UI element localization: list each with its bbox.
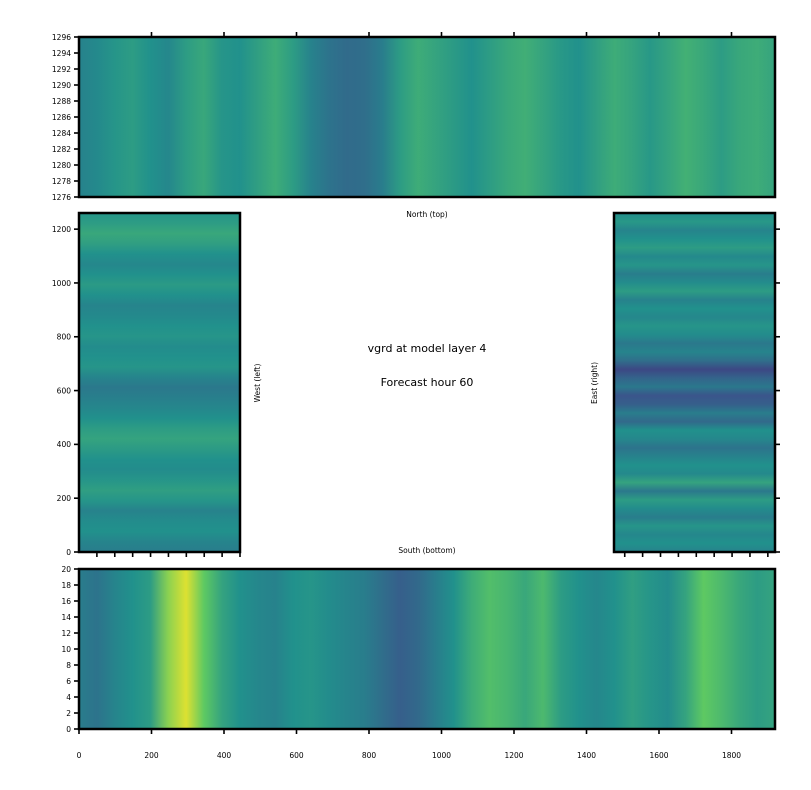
y-tick-label: 400 (57, 440, 72, 449)
north-heatmap (79, 37, 775, 197)
x-tick-label: 1400 (577, 751, 596, 760)
y-tick-label: 800 (57, 333, 72, 342)
y-tick-label: 0 (66, 548, 71, 557)
north-panel: 1276 1278 1280 1282 1284 1286 1288 1290 1292 1294… (52, 32, 777, 202)
y-tick-label: 0 (66, 725, 71, 734)
y-tick-label: 16 (61, 597, 71, 606)
y-tick-label: 1282 (52, 145, 71, 154)
y-tick-label: 14 (61, 613, 71, 622)
north-panel-label: North (top) (406, 210, 448, 219)
south-panel-label: South (bottom) (398, 546, 455, 555)
y-tick-label: 18 (61, 581, 71, 590)
x-tick-label: 600 (289, 751, 304, 760)
south-y-axis: 0 2 4 6 8 10 12 14 16 18 20 (61, 565, 79, 734)
y-tick-label: 12 (61, 629, 71, 638)
north-x-ticks (150, 32, 733, 37)
west-heatmap (79, 213, 240, 552)
y-tick-label: 1288 (52, 97, 71, 106)
south-panel: 0 2 4 6 8 10 12 14 16 18 20 0 200 400 600 800 1000 1200 1… (61, 565, 777, 760)
y-tick-label: 1000 (52, 279, 71, 288)
y-tick-label: 1278 (52, 177, 71, 186)
east-heatmap (614, 213, 775, 552)
y-tick-label: 1200 (52, 225, 71, 234)
forecast-title: Forecast hour 60 (381, 376, 474, 389)
east-panel-label: East (right) (590, 362, 599, 404)
y-tick-label: 1296 (52, 33, 71, 42)
west-y-axis: 0 200 400 600 800 1000 1200 (52, 225, 79, 557)
y-tick-label: 1276 (52, 193, 71, 202)
west-frame (77, 211, 242, 554)
east-frame (612, 211, 777, 554)
y-tick-label: 1294 (52, 49, 71, 58)
x-tick-label: 0 (77, 751, 82, 760)
west-x-ticks (96, 552, 241, 557)
y-tick-label: 6 (66, 677, 71, 686)
west-panel-label: West (left) (253, 364, 262, 403)
west-panel: 0 200 400 600 800 1000 1200 (52, 211, 242, 557)
x-tick-label: 1800 (722, 751, 741, 760)
variable-title: vgrd at model layer 4 (368, 342, 487, 355)
x-tick-label: 800 (362, 751, 377, 760)
y-tick-label: 20 (61, 565, 71, 574)
y-tick-label: 1290 (52, 81, 71, 90)
x-tick-label: 1200 (504, 751, 523, 760)
y-tick-label: 1284 (52, 129, 71, 138)
east-panel (612, 211, 780, 557)
x-tick-label: 1000 (432, 751, 451, 760)
north-y-axis: 1276 1278 1280 1282 1284 1286 1288 1290 1292 1294… (52, 33, 79, 202)
x-tick-label: 200 (144, 751, 159, 760)
y-tick-label: 8 (66, 661, 71, 670)
y-tick-label: 1292 (52, 65, 71, 74)
y-tick-label: 10 (61, 645, 71, 654)
y-tick-label: 4 (66, 693, 71, 702)
east-y-ticks (775, 228, 780, 553)
east-x-ticks (623, 552, 769, 557)
y-tick-label: 600 (57, 386, 72, 395)
y-tick-label: 1286 (52, 113, 71, 122)
south-heatmap (79, 569, 775, 729)
y-tick-label: 2 (66, 709, 71, 718)
x-tick-label: 1600 (649, 751, 668, 760)
y-tick-label: 1280 (52, 161, 71, 170)
x-tick-label: 400 (217, 751, 232, 760)
y-tick-label: 200 (57, 494, 72, 503)
south-x-axis: 0 200 400 600 800 1000 1200 1400 1600 1800 (77, 729, 741, 760)
